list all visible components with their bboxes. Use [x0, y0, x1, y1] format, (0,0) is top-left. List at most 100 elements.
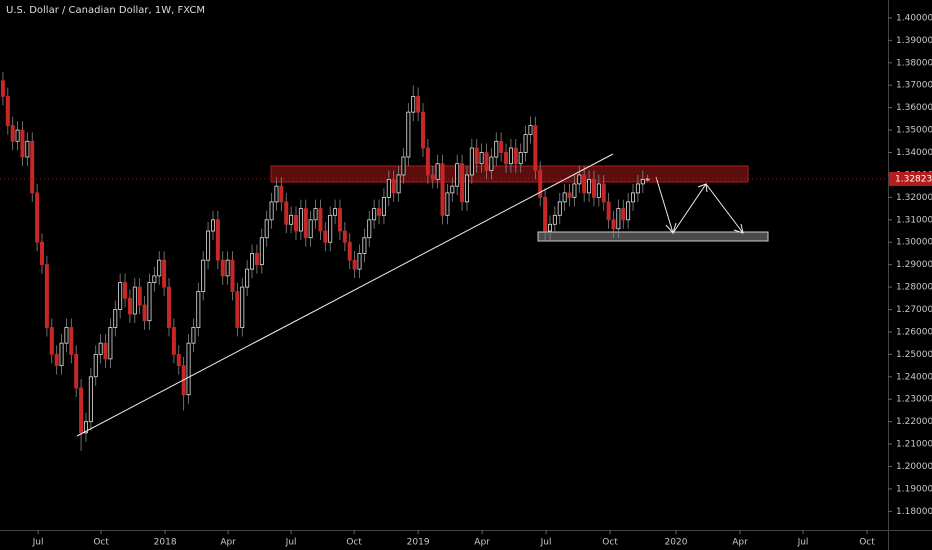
y-tick-label: 1.30000 — [896, 238, 932, 248]
x-tick-label: Jul — [285, 538, 297, 548]
x-tick-label: Apr — [732, 538, 748, 548]
candle-body — [171, 327, 176, 355]
candle-body — [626, 201, 631, 221]
candle-body — [372, 208, 377, 221]
x-tick-label: 2019 — [407, 538, 430, 548]
candle-body — [474, 147, 479, 165]
x-tick-label: Jul — [540, 538, 552, 548]
candle-body — [406, 111, 411, 158]
projection-path — [655, 176, 744, 235]
candle-body — [528, 125, 533, 135]
candle-body — [587, 179, 592, 194]
candle-body — [298, 208, 303, 232]
support-zone — [537, 231, 769, 242]
candle-body — [0, 80, 5, 97]
candle-body — [308, 219, 313, 239]
y-tick-label: 1.40000 — [896, 13, 932, 23]
candle-body — [538, 170, 543, 198]
candle-body — [162, 259, 167, 288]
candle-body — [137, 286, 142, 306]
candle-body — [142, 304, 147, 322]
candle-body — [596, 183, 601, 198]
candle-body — [152, 275, 157, 284]
candle-body — [5, 96, 10, 127]
candle-body — [123, 282, 128, 299]
candle-body — [386, 179, 391, 198]
candle-body — [533, 125, 538, 171]
last-price-box — [889, 171, 932, 186]
x-tick-label: Jul — [797, 538, 809, 548]
x-tick-label: Apr — [220, 538, 236, 548]
candle-body — [381, 196, 386, 216]
chart-title: U.S. Dollar / Canadian Dollar, 1W, FXCM — [6, 5, 205, 16]
candle-body — [552, 214, 557, 225]
candle-body — [293, 214, 298, 232]
candle-body — [489, 156, 494, 171]
candle-body — [30, 140, 35, 194]
candle-body — [479, 152, 484, 165]
candle-body — [313, 208, 318, 221]
candle-body — [206, 230, 211, 261]
candle-body — [25, 140, 30, 158]
candle-body — [186, 342, 191, 396]
y-tick-label: 1.20000 — [896, 462, 932, 472]
y-tick-label: 1.36000 — [896, 103, 932, 113]
y-tick-label: 1.28000 — [896, 283, 932, 293]
y-tick-label: 1.18000 — [896, 507, 932, 517]
candle-body — [113, 309, 118, 328]
candle-body — [411, 96, 416, 113]
candle-body — [235, 291, 240, 328]
candle-body — [127, 297, 132, 315]
candle-body — [450, 185, 455, 194]
y-tick-label: 1.25000 — [896, 350, 932, 360]
candle-body — [367, 219, 372, 239]
candle-body — [499, 140, 504, 153]
arrow-head — [697, 183, 708, 193]
candle-body — [176, 353, 181, 366]
candle-body — [591, 179, 596, 198]
y-tick-label: 1.35000 — [896, 126, 932, 136]
candle-body — [543, 196, 548, 232]
candle-body — [254, 253, 259, 266]
candle-body — [250, 253, 255, 270]
candle-body — [74, 353, 79, 389]
x-tick-label: Oct — [93, 538, 109, 548]
y-tick-label: 1.26000 — [896, 327, 932, 337]
candle-body — [328, 214, 333, 243]
candle-body — [93, 353, 98, 378]
candle-body — [118, 282, 123, 310]
candle-body — [401, 156, 406, 176]
x-tick-label: Jul — [32, 538, 44, 548]
candle-body — [640, 179, 645, 185]
x-tick-label: Oct — [859, 538, 875, 548]
resistance-zone — [270, 165, 749, 183]
x-tick-label: 2018 — [154, 538, 177, 548]
candle-body — [445, 192, 450, 216]
y-tick-label: 1.29000 — [896, 260, 932, 270]
candle-body — [337, 208, 342, 232]
x-tick-label: Apr — [474, 538, 490, 548]
candle-body — [303, 208, 308, 239]
candle-body — [645, 178, 650, 181]
candle-body — [420, 111, 425, 149]
y-tick-label: 1.32000 — [896, 193, 932, 203]
candle-body — [196, 291, 201, 328]
candle-body — [508, 147, 513, 165]
candle-body — [98, 342, 103, 355]
candle-body — [460, 163, 465, 203]
annotations — [270, 165, 769, 242]
candle-body — [430, 174, 435, 180]
candle-body — [601, 183, 606, 203]
drawings — [76, 153, 744, 437]
candle-body — [15, 129, 20, 142]
candle-body — [318, 208, 323, 232]
candle-body — [264, 219, 269, 239]
x-tick-label: Oct — [346, 538, 362, 548]
candle-body — [425, 147, 430, 176]
candle-body — [69, 327, 74, 355]
candle-body — [377, 208, 382, 216]
candle-body — [621, 208, 626, 221]
candle-body — [567, 192, 572, 198]
